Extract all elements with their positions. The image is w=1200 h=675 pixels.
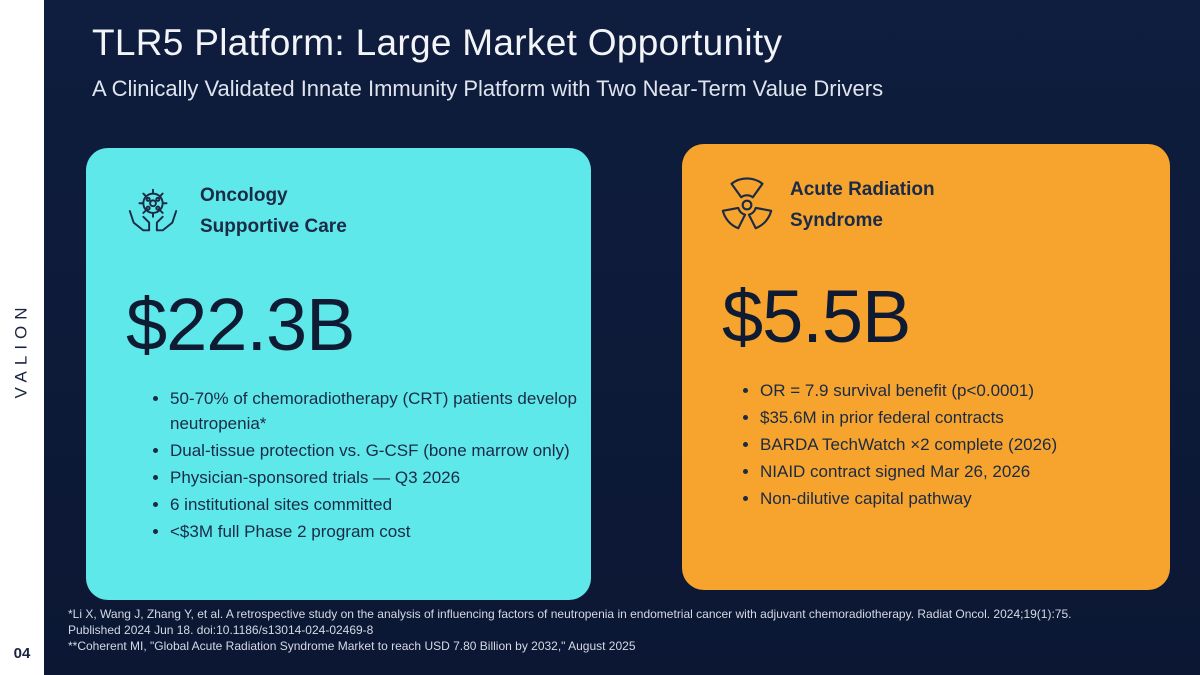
ars-market-value: $5.5B	[722, 275, 911, 358]
footnote-line: *Li X, Wang J, Zhang Y, et al. A retrosp…	[68, 607, 1072, 621]
slide-title: TLR5 Platform: Large Market Opportunity	[92, 22, 783, 63]
ars-card: Acute Radiation Syndrome $5.5B OR = 7.9 …	[682, 144, 1170, 590]
radiation-icon	[721, 177, 773, 230]
list-item: 6 institutional sites committed	[170, 492, 590, 517]
list-item: BARDA TechWatch ×2 complete (2026)	[760, 432, 1160, 457]
list-item: <$3M full Phase 2 program cost	[170, 519, 590, 544]
footnote-line: **Coherent MI, "Global Acute Radiation S…	[68, 639, 636, 653]
list-item: 50-70% of chemoradiotherapy (CRT) patien…	[170, 386, 590, 436]
brand-rail: VALION 04	[0, 0, 44, 675]
footnote-line: Published 2024 Jun 18. doi:10.1186/s1301…	[68, 623, 374, 637]
slide-subtitle: A Clinically Validated Innate Immunity P…	[92, 76, 884, 101]
list-item: OR = 7.9 survival benefit (p<0.0001)	[760, 378, 1160, 403]
oncology-market-value: $22.3B	[126, 283, 356, 366]
page-number: 04	[13, 645, 31, 662]
ars-bullets: OR = 7.9 survival benefit (p<0.0001) $35…	[738, 378, 1160, 513]
oncology-card-title: Oncology Supportive Care	[200, 185, 347, 237]
oncology-bullets: 50-70% of chemoradiotherapy (CRT) patien…	[148, 386, 590, 546]
hands-holding-cell-icon	[128, 188, 178, 232]
ars-card-title: Acute Radiation Syndrome	[790, 179, 935, 231]
oncology-card: Oncology Supportive Care $22.3B 50-70% o…	[86, 148, 591, 600]
list-item: $35.6M in prior federal contracts	[760, 405, 1160, 430]
brand-logo: VALION	[12, 301, 31, 399]
footnotes: *Li X, Wang J, Zhang Y, et al. A retrosp…	[68, 606, 1168, 654]
list-item: NIAID contract signed Mar 26, 2026	[760, 459, 1160, 484]
list-item: Physician-sponsored trials — Q3 2026	[170, 465, 590, 490]
list-item: Non-dilutive capital pathway	[760, 486, 1160, 511]
list-item: Dual-tissue protection vs. G-CSF (bone m…	[170, 438, 590, 463]
